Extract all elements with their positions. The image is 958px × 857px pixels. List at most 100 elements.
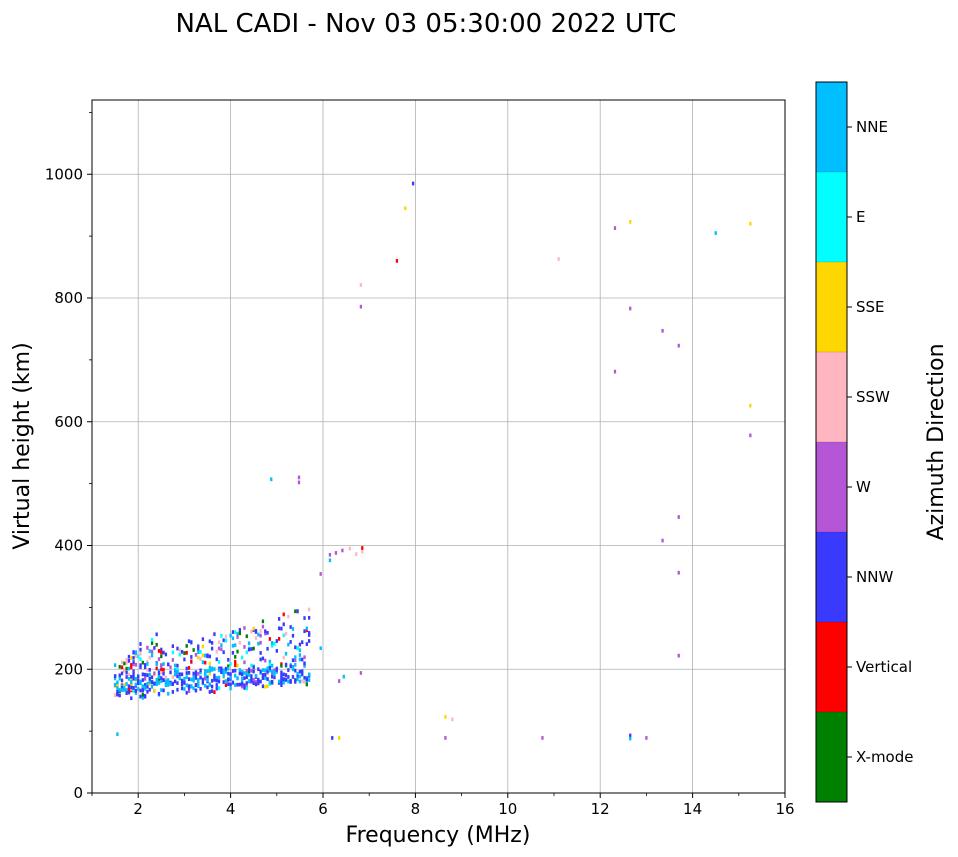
echo-cluster-point: [243, 660, 246, 665]
echo-cluster-point: [130, 685, 133, 690]
echo-cluster-point: [176, 681, 179, 685]
echo-cluster-point: [301, 672, 304, 676]
echo-cluster-point: [148, 676, 151, 681]
echo-cluster-point: [132, 686, 135, 690]
echo-cluster-point: [282, 680, 285, 685]
colorbar-tick-label: E: [856, 208, 865, 226]
echo-cluster-point: [229, 675, 232, 680]
echo-cluster-point: [222, 671, 225, 676]
echo-cluster-point: [176, 663, 179, 668]
echo-cluster-point: [183, 679, 186, 683]
echo-cluster-point: [213, 673, 216, 678]
echo-cluster-point: [201, 653, 205, 658]
echo-cluster-point: [261, 668, 265, 672]
echo-point: [404, 206, 407, 211]
echo-cluster-point: [259, 679, 262, 684]
echo-cluster-point: [176, 667, 179, 672]
echo-cluster-point: [180, 686, 184, 691]
echo-point: [116, 732, 119, 737]
echo-cluster-point: [150, 637, 154, 642]
colorbar-label: Azimuth Direction: [924, 343, 949, 540]
echo-cluster-point: [197, 678, 200, 682]
echo-cluster-point: [231, 630, 235, 634]
echo-cluster-point: [264, 676, 267, 680]
echo-point: [444, 715, 447, 719]
echo-cluster-point: [148, 649, 151, 653]
echo-cluster-point: [289, 625, 292, 629]
echo-point: [749, 433, 752, 438]
echo-cluster-point: [185, 690, 188, 695]
axes: 2 4 6 8 10 12 14 16 0 200 400 600 800 1000: [45, 111, 795, 818]
echo-cluster-point: [240, 684, 244, 689]
colorbar: X-mode Vertical NNW W SSW SSE E NNE: [815, 81, 913, 803]
echo-cluster-point: [236, 682, 239, 687]
x-tick-label: 6: [318, 800, 328, 818]
echo-cluster-point: [116, 686, 119, 690]
echo-cluster-point: [282, 633, 285, 638]
echo-cluster-point: [282, 622, 285, 627]
echo-cluster-point: [171, 644, 175, 649]
echo-cluster-point: [120, 678, 124, 683]
echo-cluster-point: [178, 672, 181, 677]
echo-cluster-point: [213, 677, 216, 682]
echo-point: [334, 551, 338, 555]
echo-cluster-point: [305, 682, 308, 687]
echo-cluster-point: [247, 647, 251, 652]
echo-cluster-point: [291, 675, 295, 679]
echo-cluster-point: [201, 660, 205, 665]
echo-cluster-point: [116, 691, 119, 696]
echo-cluster-point: [289, 640, 292, 644]
echo-cluster-point: [217, 660, 221, 664]
echo-point: [661, 538, 664, 543]
echo-cluster-point: [243, 645, 246, 649]
echo-cluster-point: [176, 687, 179, 692]
echo-cluster-point: [141, 660, 144, 665]
echo-cluster-point: [298, 648, 302, 653]
echo-point: [629, 736, 632, 741]
echo-cluster-point: [164, 683, 168, 688]
echo-cluster-point: [141, 688, 144, 693]
echo-cluster-point: [250, 674, 253, 678]
echo-point: [677, 570, 680, 575]
echo-cluster-point: [194, 653, 198, 657]
echo-cluster-point: [113, 693, 117, 698]
echo-cluster-point: [273, 672, 276, 677]
echo-cluster-point: [284, 673, 288, 677]
echo-cluster-point: [157, 677, 161, 681]
echo-cluster-point: [125, 666, 128, 671]
echo-cluster-point: [150, 680, 154, 684]
echo-cluster-point: [268, 668, 272, 673]
echo-cluster-point: [240, 655, 244, 660]
colorbar-segment: [816, 82, 847, 172]
echo-cluster-point: [261, 619, 265, 624]
echo-cluster-point: [215, 678, 218, 683]
echo-cluster-point: [204, 683, 207, 688]
echo-cluster-point: [153, 681, 156, 686]
echo-cluster-point: [197, 650, 200, 655]
echo-cluster-point: [134, 662, 138, 667]
echo-cluster-point: [222, 674, 225, 678]
echo-cluster-point: [190, 655, 193, 659]
echo-point: [361, 546, 364, 550]
echo-cluster-point: [227, 664, 230, 669]
echo-cluster-point: [118, 673, 121, 678]
echo-cluster-point: [139, 647, 142, 652]
echo-cluster-point: [146, 662, 149, 666]
echo-cluster-point: [247, 670, 251, 674]
echo-point: [541, 736, 544, 740]
echo-cluster-point: [143, 663, 147, 667]
echo-cluster-point: [137, 654, 140, 659]
echo-cluster-point: [296, 646, 299, 651]
echo-cluster-point: [139, 642, 142, 646]
echo-cluster-point: [197, 644, 200, 649]
echo-cluster-point: [139, 688, 142, 693]
echo-cluster-point: [146, 689, 149, 694]
echo-cluster-point: [185, 644, 188, 648]
echo-cluster-point: [252, 626, 255, 631]
echo-cluster-point: [160, 647, 163, 652]
echo-cluster-point: [298, 642, 302, 647]
echo-point: [677, 343, 680, 348]
echo-cluster-point: [185, 675, 188, 680]
x-tick-label: 8: [411, 800, 421, 818]
echo-cluster-point: [180, 649, 184, 654]
